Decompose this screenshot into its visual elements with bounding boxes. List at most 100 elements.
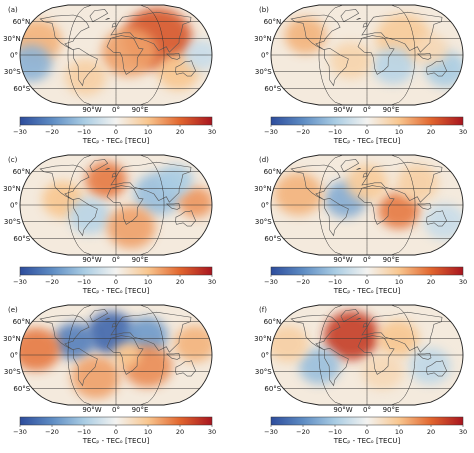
colorbar-tick-label: 30 <box>208 278 216 286</box>
colorbar-tick-label: 30 <box>459 428 467 436</box>
coastline <box>355 168 361 170</box>
coastline <box>340 309 360 323</box>
colorbar-tick-label: 20 <box>176 278 184 286</box>
lon-tick-label: 90°W <box>82 106 101 114</box>
tec-anomaly-blob <box>101 27 158 77</box>
map-panel: (f) 60°N 30°N 0° 30°S 60°S 90°W 0° 90°E −30 −20 −10… <box>254 304 467 445</box>
lat-tick-label: 60°S <box>13 235 30 243</box>
map-frame <box>270 4 464 106</box>
coastline <box>39 164 90 201</box>
coastline <box>290 314 341 351</box>
colorbar-tick-label: 0 <box>114 278 118 286</box>
map-frame <box>270 154 464 256</box>
coastline <box>324 47 349 87</box>
lat-tick-label: 60°S <box>13 385 30 393</box>
tec-anomaly-blob <box>413 34 449 65</box>
coastline <box>362 22 368 28</box>
colorbar-tick-label: 20 <box>176 128 184 136</box>
lat-tick-label: 0° <box>10 352 18 360</box>
map-frame <box>19 4 213 106</box>
colorbar-tick-label: −20 <box>45 428 59 436</box>
meridian-line <box>390 155 416 255</box>
lat-tick-label: 30°N <box>3 35 21 43</box>
colorbar-tick-label: 10 <box>144 428 152 436</box>
lat-tick-label: 60°N <box>264 18 282 26</box>
tec-anomaly-blob <box>106 205 156 249</box>
colorbar-tick-label: −10 <box>77 128 91 136</box>
tec-anomaly-blob <box>125 317 168 354</box>
colorbar-tick-label: −30 <box>264 428 278 436</box>
coastline <box>357 335 395 375</box>
lat-tick-label: 30°N <box>3 185 21 193</box>
lon-tick-label: 90°E <box>132 256 149 264</box>
coastline <box>165 52 181 60</box>
meridian-line <box>390 5 416 105</box>
tec-anomaly-blob <box>274 172 323 216</box>
lon-tick-label: 90°E <box>132 406 149 414</box>
meridian-line <box>67 155 93 255</box>
coastline <box>106 35 144 75</box>
lat-tick-label: 60°N <box>13 318 31 326</box>
map-panel: (d) 60°N 30°N 0° 30°S 60°S 90°W 0° 90°E −30 −20 −10… <box>254 154 467 295</box>
coastline <box>362 172 368 178</box>
colorbar-tick-label: −10 <box>77 278 91 286</box>
colorbar-tick-label: 0 <box>365 428 369 436</box>
coastline <box>106 335 144 375</box>
colorbar-title: TECₚ - TECₒ [TECU] <box>82 437 150 445</box>
map-frame <box>270 304 464 406</box>
colorbar-tick-label: 0 <box>114 128 118 136</box>
lat-tick-label: 60°N <box>264 318 282 326</box>
lon-tick-label: 90°E <box>383 406 400 414</box>
tec-anomaly-blob <box>330 42 372 79</box>
colorbar-tick-label: −10 <box>77 428 91 436</box>
coastline <box>39 314 90 351</box>
lon-tick-label: 0° <box>112 256 120 264</box>
lat-tick-label: 30°S <box>255 368 272 376</box>
coastline <box>324 347 349 387</box>
coastline <box>165 202 181 210</box>
colorbar-tick-label: −20 <box>296 128 310 136</box>
coastline <box>290 164 341 201</box>
colorbar <box>19 266 213 276</box>
coastline <box>175 360 196 377</box>
meridian-line <box>390 305 416 405</box>
lat-tick-label: 30°S <box>255 218 272 226</box>
lat-tick-label: 60°N <box>13 168 31 176</box>
colorbar-tick-label: 10 <box>144 278 152 286</box>
coastline <box>357 35 395 75</box>
lon-tick-label: 0° <box>112 406 120 414</box>
panel-label: (c) <box>8 156 18 164</box>
lat-tick-label: 0° <box>10 202 18 210</box>
meridian-line <box>318 155 344 255</box>
colorbar-tick-label: −10 <box>328 128 342 136</box>
colorbar-tick-label: 10 <box>144 128 152 136</box>
coastline <box>39 14 90 51</box>
coastline <box>111 322 117 328</box>
coastline <box>357 185 395 225</box>
colorbar-title: TECₚ - TECₒ [TECU] <box>82 287 150 295</box>
coastline <box>324 197 349 237</box>
lat-tick-label: 0° <box>10 52 18 60</box>
lon-tick-label: 0° <box>363 256 371 264</box>
colorbar-title: TECₚ - TECₒ [TECU] <box>82 137 150 145</box>
colorbar-tick-label: −10 <box>328 428 342 436</box>
meridian-line <box>67 305 93 405</box>
panel-label: (d) <box>259 156 269 164</box>
colorbar-tick-label: −20 <box>296 428 310 436</box>
colorbar-tick-label: 10 <box>395 278 403 286</box>
tec-anomaly-blob <box>71 355 121 399</box>
coastline <box>426 360 447 377</box>
lat-tick-label: 0° <box>261 52 269 60</box>
coastline <box>89 9 109 23</box>
colorbar-tick-label: 20 <box>427 278 435 286</box>
coastline <box>89 309 109 323</box>
colorbar-tick-label: 20 <box>427 428 435 436</box>
map-frame <box>19 154 213 256</box>
map-panel: (a) 60°N 30°N 0° 30°S 60°S 90°W 0° 90°E −30 −20 −10… <box>3 4 216 145</box>
map-panel: (c) 60°N 30°N 0° 30°S 60°S 90°W 0° 90°E −30 −20 −10… <box>3 154 216 295</box>
meridian-line <box>318 5 344 105</box>
coastline <box>106 185 144 225</box>
colorbar-tick-label: −20 <box>296 278 310 286</box>
colorbar-tick-label: 0 <box>114 428 118 436</box>
